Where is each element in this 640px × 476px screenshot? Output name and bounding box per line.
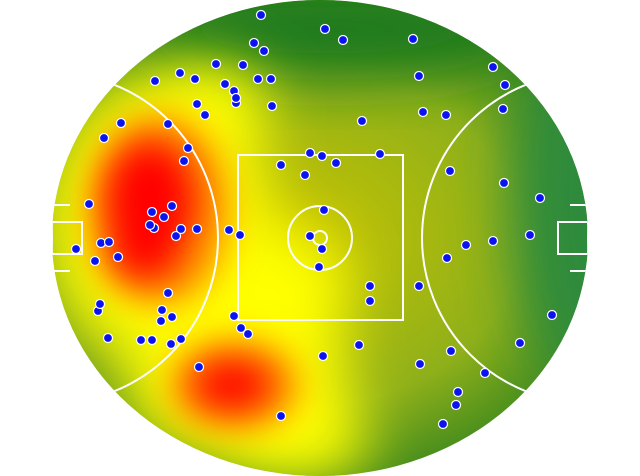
point bbox=[115, 117, 127, 129]
point bbox=[149, 75, 161, 87]
point bbox=[317, 350, 329, 362]
point bbox=[102, 332, 114, 344]
point bbox=[155, 315, 167, 327]
point bbox=[316, 150, 328, 162]
point bbox=[252, 73, 264, 85]
point bbox=[175, 223, 187, 235]
point bbox=[445, 345, 457, 357]
point bbox=[166, 311, 178, 323]
point bbox=[210, 58, 222, 70]
point bbox=[441, 252, 453, 264]
point bbox=[146, 334, 158, 346]
point bbox=[230, 92, 242, 104]
point bbox=[546, 309, 558, 321]
point bbox=[193, 361, 205, 373]
point bbox=[174, 67, 186, 79]
point bbox=[374, 148, 386, 160]
point bbox=[499, 79, 511, 91]
point bbox=[318, 204, 330, 216]
point bbox=[266, 100, 278, 112]
point bbox=[175, 333, 187, 345]
point bbox=[135, 334, 147, 346]
point bbox=[112, 251, 124, 263]
point bbox=[178, 155, 190, 167]
point bbox=[182, 142, 194, 154]
point bbox=[265, 73, 277, 85]
point bbox=[304, 230, 316, 242]
point bbox=[162, 287, 174, 299]
point bbox=[189, 73, 201, 85]
point bbox=[248, 37, 260, 49]
point bbox=[417, 106, 429, 118]
point bbox=[316, 243, 328, 255]
point bbox=[440, 109, 452, 121]
point bbox=[89, 255, 101, 267]
point bbox=[144, 219, 156, 231]
point bbox=[223, 224, 235, 236]
point bbox=[299, 169, 311, 181]
point bbox=[313, 261, 325, 273]
points bbox=[70, 9, 558, 430]
point bbox=[437, 418, 449, 430]
point bbox=[487, 235, 499, 247]
point bbox=[146, 206, 158, 218]
point bbox=[191, 223, 203, 235]
point bbox=[258, 45, 270, 57]
point bbox=[275, 410, 287, 422]
point bbox=[166, 200, 178, 212]
point bbox=[413, 280, 425, 292]
point bbox=[162, 118, 174, 130]
point bbox=[319, 23, 331, 35]
point bbox=[444, 165, 456, 177]
point bbox=[242, 328, 254, 340]
point bbox=[534, 192, 546, 204]
point bbox=[199, 109, 211, 121]
point bbox=[450, 399, 462, 411]
point bbox=[356, 115, 368, 127]
point bbox=[255, 9, 267, 21]
point bbox=[330, 157, 342, 169]
point bbox=[158, 211, 170, 223]
point bbox=[156, 304, 168, 316]
point bbox=[83, 198, 95, 210]
point bbox=[94, 298, 106, 310]
point bbox=[235, 322, 247, 334]
point bbox=[514, 337, 526, 349]
point bbox=[337, 34, 349, 46]
point bbox=[219, 78, 231, 90]
point bbox=[70, 243, 82, 255]
point bbox=[165, 338, 177, 350]
point bbox=[413, 70, 425, 82]
point bbox=[228, 310, 240, 322]
point bbox=[364, 280, 376, 292]
point bbox=[364, 295, 376, 307]
point bbox=[479, 367, 491, 379]
point bbox=[460, 239, 472, 251]
point bbox=[414, 358, 426, 370]
point bbox=[407, 33, 419, 45]
point bbox=[275, 159, 287, 171]
point bbox=[237, 59, 249, 71]
point bbox=[498, 177, 510, 189]
point bbox=[234, 229, 246, 241]
point bbox=[98, 132, 110, 144]
point bbox=[497, 103, 509, 115]
point bbox=[191, 98, 203, 110]
point bbox=[524, 229, 536, 241]
point bbox=[304, 147, 316, 159]
point bbox=[170, 230, 182, 242]
point bbox=[452, 386, 464, 398]
point bbox=[487, 61, 499, 73]
point bbox=[353, 339, 365, 351]
point bbox=[103, 236, 115, 248]
